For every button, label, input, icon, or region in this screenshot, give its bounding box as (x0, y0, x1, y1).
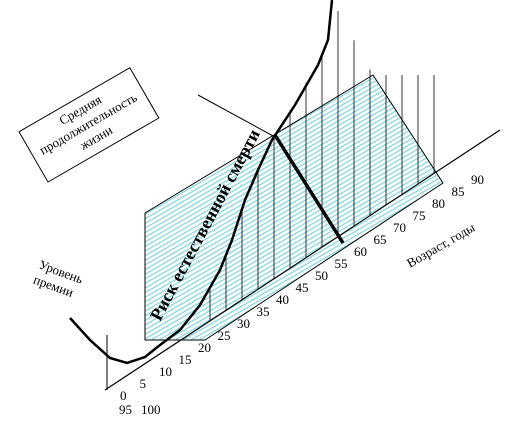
callout-box (18, 67, 160, 183)
age-tick-label: 10 (159, 364, 172, 379)
hatching (209, 10, 435, 321)
age-tick-label: 30 (237, 316, 250, 331)
risk-curve (69, 0, 334, 365)
age-tick-label: 20 (198, 340, 211, 355)
age-band (144, 74, 444, 341)
age-tick-label: 95 (119, 402, 132, 417)
callout-pointer (197, 94, 276, 138)
age-tick-label: 45 (296, 280, 309, 295)
age-tick-label: 25 (218, 328, 231, 343)
age-tick-label: 15 (179, 352, 192, 367)
age-tick-label: 70 (393, 220, 406, 235)
age-tick-label: 0 (120, 388, 127, 403)
age-tick-label: 5 (140, 376, 147, 391)
age-tick-label: 50 (315, 268, 328, 283)
age-tick-label: 65 (374, 232, 387, 247)
age-tick-label: 55 (335, 256, 348, 271)
age-tick-label: 90 (471, 172, 484, 187)
age-tick-label: 85 (452, 184, 465, 199)
age-tick-label: 75 (413, 208, 426, 223)
age-tick-label: 40 (276, 292, 289, 307)
age-tick-label: 80 (432, 196, 445, 211)
life-expectancy-line (273, 134, 345, 244)
age-tick-label: 60 (354, 244, 367, 259)
x-axis (104, 129, 501, 391)
callout: Средняя продолжительность жизни (18, 67, 160, 183)
age-tick-label: 35 (257, 304, 270, 319)
age-ticks: 05 10 15 20 25 30 35 40 45 50 55 60 65 70 75 80 85 90 95 10… (119, 172, 484, 417)
y-label: Уровень премии (32, 257, 86, 300)
x-axis-label: Возраст, годы (404, 219, 478, 270)
age-tick-label: 100 (141, 402, 161, 417)
